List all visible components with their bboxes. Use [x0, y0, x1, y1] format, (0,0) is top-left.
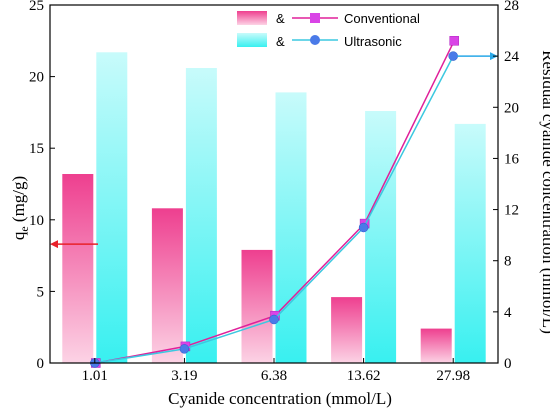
legend-swatch-bar-pink: [237, 11, 267, 25]
legend-marker-conventional: [310, 13, 320, 23]
bar-cyan-1: [185, 68, 217, 363]
point-conventional-4: [449, 36, 459, 46]
point-ultrasonic-2: [269, 314, 279, 325]
y-axis-left-title-main: q: [9, 231, 28, 240]
y-right-tick-label-7: 28: [504, 0, 519, 14]
y-left-tick-label-2: 10: [29, 213, 44, 229]
y-right-tick-label-0: 0: [504, 356, 512, 372]
legend-joiner-1: &: [276, 11, 285, 26]
x-tick-label-2: 6.38: [261, 368, 287, 384]
y-right-tick-label-3: 12: [504, 203, 519, 219]
bar-cyan-0: [96, 52, 128, 364]
bar-cyan-4: [454, 123, 486, 364]
bar-pink-3: [331, 297, 363, 363]
y-right-tick-label-5: 20: [504, 100, 519, 116]
y-axis-left-title-sub: e: [17, 226, 31, 231]
x-tick-label-4: 27.98: [436, 368, 470, 384]
y-left-tick-label-5: 25: [29, 0, 44, 14]
y-left-tick-label-4: 20: [29, 70, 44, 86]
left-axis-arrow-head: [50, 240, 58, 249]
y-axis-left-title-unit: (mg/g): [9, 176, 28, 227]
y-axis-right-title: Residual cyanide concentration (mmol/L): [539, 50, 550, 334]
y-right-tick-label-1: 4: [504, 305, 512, 321]
legend-joiner-2: &: [276, 34, 285, 49]
y-left-tick-label-1: 5: [37, 284, 45, 300]
legend-swatch-bar-cyan: [237, 33, 267, 47]
bars-layer: [62, 52, 486, 364]
y-right-tick-label-4: 16: [504, 151, 520, 167]
x-tick-label-0: 1.01: [82, 368, 108, 384]
legend-label-conventional: Conventional: [344, 11, 420, 26]
lines-layer: [50, 36, 498, 368]
bar-cyan-3: [365, 111, 397, 363]
bar-pink-0: [62, 174, 94, 363]
x-tick-label-3: 13.62: [347, 368, 381, 384]
point-ultrasonic-4: [448, 51, 458, 61]
y-right-tick-label-6: 24: [504, 49, 520, 65]
bar-pink-2: [241, 249, 273, 363]
bar-cyan-2: [275, 92, 307, 364]
x-axis-title: Cyanide concentration (mmol/L): [168, 389, 392, 408]
y-left-tick-label-0: 0: [37, 356, 45, 372]
legend-marker-ultrasonic: [310, 35, 320, 45]
bar-pink-4: [420, 328, 452, 363]
bar-pink-1: [151, 208, 183, 363]
point-ultrasonic-1: [179, 344, 190, 354]
ticks-layer: 0 5 10 15 20 25 0 4 8 12 16 20 24 28 1.01 3.19 6.38 13.62…: [29, 0, 520, 384]
legend-label-ultrasonic: Ultrasonic: [344, 34, 402, 49]
y-left-tick-label-3: 15: [29, 141, 44, 157]
x-tick-label-1: 3.19: [171, 368, 197, 384]
y-axis-left-title: qe (mg/g): [9, 176, 31, 240]
point-ultrasonic-3: [358, 222, 369, 233]
y-right-tick-label-2: 8: [504, 254, 512, 270]
legend: & Conventional & Ultrasonic: [237, 11, 420, 49]
